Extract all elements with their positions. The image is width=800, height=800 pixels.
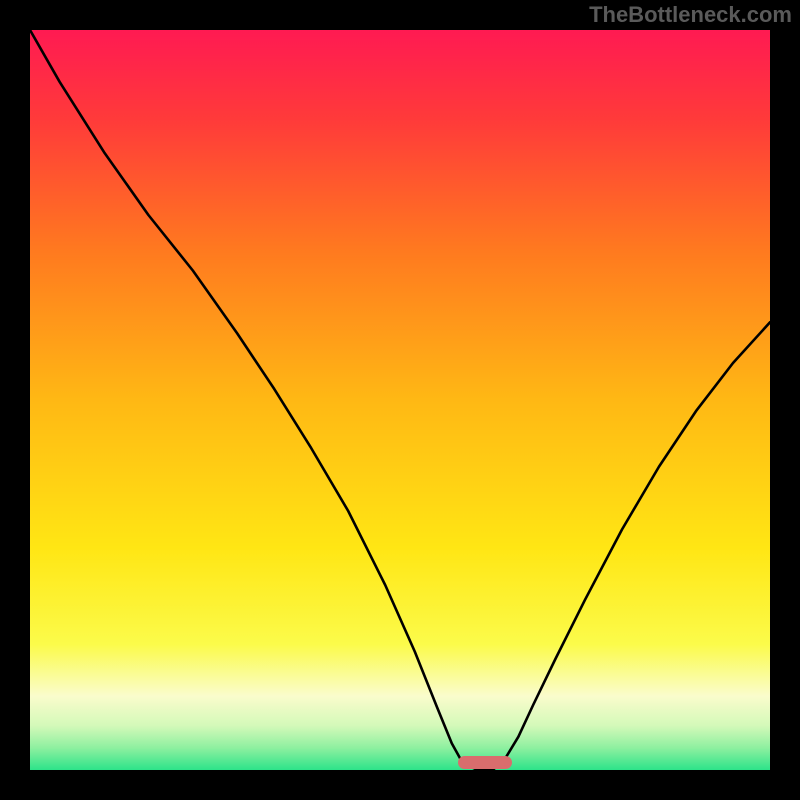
minimum-marker [458, 756, 511, 769]
bottleneck-chart: TheBottleneck.com [0, 0, 800, 800]
gradient-background [30, 30, 770, 770]
watermark-text: TheBottleneck.com [589, 2, 792, 28]
plot-area [30, 30, 770, 770]
